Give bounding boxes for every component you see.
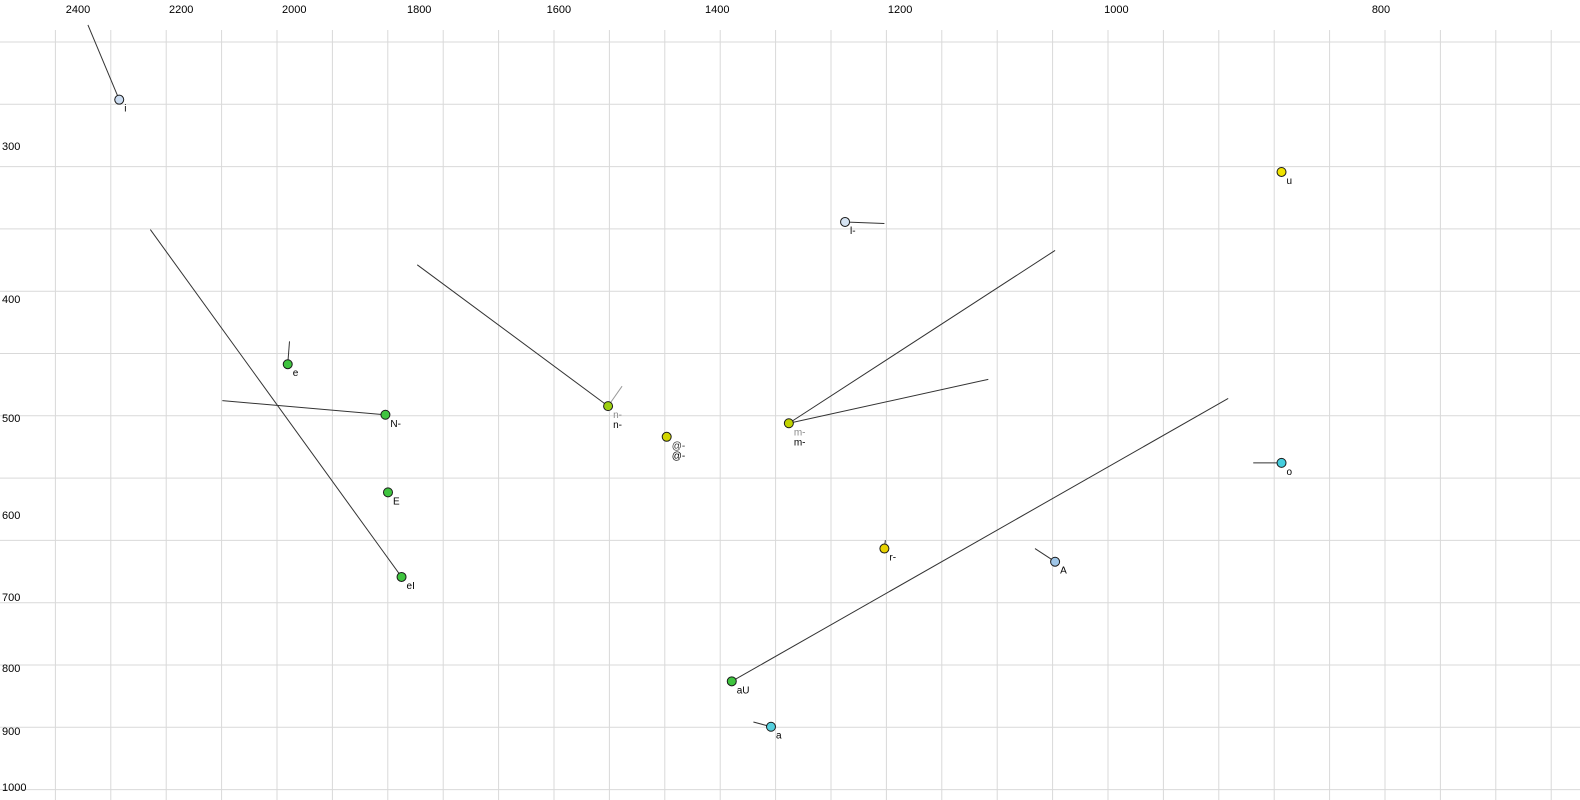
data-point-i[interactable] bbox=[114, 94, 125, 105]
formant-tail-aU bbox=[731, 398, 1229, 682]
data-point-a[interactable] bbox=[765, 721, 776, 732]
y-tick-label: 700 bbox=[2, 592, 20, 604]
formant-tail-n- bbox=[416, 264, 609, 407]
y-tick-label: 900 bbox=[2, 726, 20, 738]
formant-tails bbox=[87, 24, 1282, 728]
point-label-n-: n- bbox=[613, 420, 622, 431]
point-label-m-: m- bbox=[794, 437, 806, 448]
data-point-@-[interactable] bbox=[661, 431, 672, 442]
point-label-u: u bbox=[1287, 176, 1293, 187]
formant-tail-l- bbox=[845, 221, 885, 224]
data-point-A[interactable] bbox=[1050, 556, 1061, 567]
data-point-E[interactable] bbox=[382, 487, 393, 498]
point-label-@-: @- bbox=[672, 451, 685, 462]
point-label-@-: @- bbox=[672, 441, 685, 452]
formant-tail-N- bbox=[222, 400, 386, 416]
point-label-l-: l- bbox=[850, 226, 856, 237]
point-labels: i u l-e N-n-n- @-@- m-m-o Er- AeI aU a bbox=[124, 104, 1292, 742]
point-label-m-: m- bbox=[794, 427, 806, 438]
point-label-r-: r- bbox=[889, 553, 896, 564]
data-point-aU[interactable] bbox=[726, 676, 737, 687]
point-label-E: E bbox=[393, 496, 400, 507]
point-label-o: o bbox=[1287, 467, 1293, 478]
data-point-n-[interactable] bbox=[603, 401, 614, 412]
point-label-eI: eI bbox=[407, 581, 415, 592]
point-label-A: A bbox=[1060, 566, 1067, 577]
x-tick-label: 1400 bbox=[705, 4, 729, 16]
x-tick-label: 1800 bbox=[407, 4, 431, 16]
data-point-e[interactable] bbox=[282, 359, 293, 370]
data-point-N-[interactable] bbox=[380, 409, 391, 420]
point-label-a: a bbox=[776, 731, 782, 742]
x-tick-label: 1600 bbox=[547, 4, 571, 16]
y-tick-label: 500 bbox=[2, 413, 20, 425]
y-tick-label: 600 bbox=[2, 510, 20, 522]
formant-tail-eI bbox=[149, 229, 402, 578]
formant-tail-m- bbox=[788, 378, 989, 424]
data-point-o[interactable] bbox=[1276, 457, 1287, 468]
data-points bbox=[114, 94, 1287, 732]
x-tick-label: 1000 bbox=[1104, 4, 1128, 16]
y-tick-label: 400 bbox=[2, 294, 20, 306]
x-tick-label: 2200 bbox=[169, 4, 193, 16]
data-point-m-[interactable] bbox=[783, 418, 794, 429]
point-label-N-: N- bbox=[390, 419, 401, 430]
data-point-l-[interactable] bbox=[840, 216, 851, 227]
x-tick-label: 2400 bbox=[66, 4, 90, 16]
formant-tail-m- bbox=[788, 249, 1056, 424]
axis-ticks: 2400 2200 2000 1800 1600 1400 1200 1000 800 300 40… bbox=[2, 4, 1390, 794]
grid bbox=[0, 30, 1580, 800]
data-point-u[interactable] bbox=[1276, 166, 1287, 177]
data-point-eI[interactable] bbox=[396, 571, 407, 582]
formant-tail-i bbox=[87, 24, 120, 100]
x-tick-label: 2000 bbox=[282, 4, 306, 16]
point-label-n-: n- bbox=[613, 410, 622, 421]
point-label-e: e bbox=[293, 368, 299, 379]
y-tick-label: 1000 bbox=[2, 782, 26, 794]
point-label-aU: aU bbox=[737, 685, 750, 696]
y-tick-label: 300 bbox=[2, 141, 20, 153]
y-tick-label: 800 bbox=[2, 663, 20, 675]
x-tick-label: 1200 bbox=[888, 4, 912, 16]
x-tick-label: 800 bbox=[1372, 4, 1390, 16]
point-label-i: i bbox=[124, 104, 126, 115]
data-point-r-[interactable] bbox=[879, 543, 890, 554]
